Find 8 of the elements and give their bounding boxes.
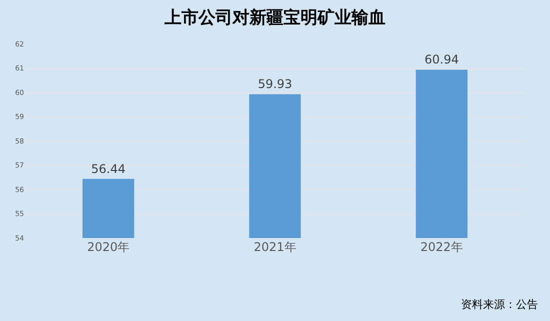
data-label: 60.94: [424, 52, 459, 67]
x-tick-label: 2022年: [420, 240, 463, 254]
x-tick-label: 2020年: [87, 240, 130, 254]
data-label: 56.44: [91, 162, 126, 176]
x-tick-label: 2021年: [254, 240, 296, 254]
text: 资料来源：公告: [461, 298, 538, 311]
chart-title: 上市公司对新疆宝明矿业输血: [164, 8, 386, 28]
data-label: 59.93: [258, 77, 292, 92]
